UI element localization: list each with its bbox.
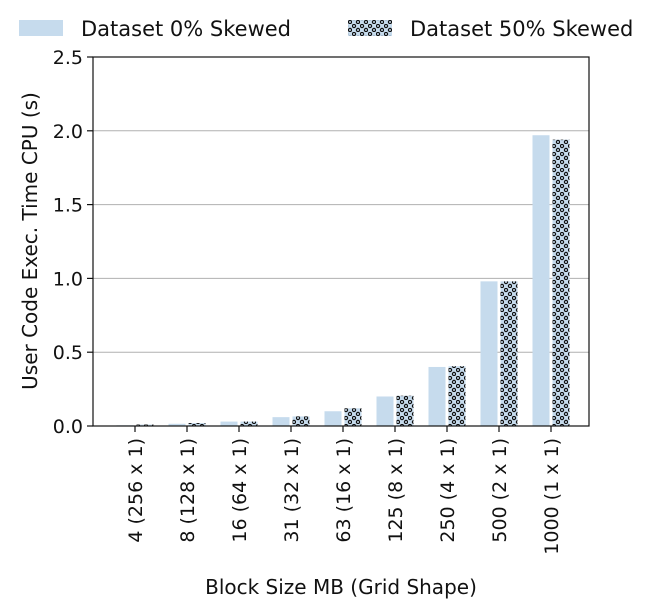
- y-axis-title: User Code Exec. Time CPU (s): [18, 92, 42, 390]
- y-tick-label: 0.0: [53, 416, 83, 438]
- bar-series-1-3: [292, 416, 310, 426]
- legend-label-series-1: Dataset 50% Skewed: [410, 17, 633, 41]
- y-tick-label: 1.0: [53, 268, 83, 290]
- legend-swatch-series-1: [348, 20, 392, 36]
- x-tick-label: 250 (4 x 1): [437, 438, 459, 543]
- bar-series-1-2: [240, 421, 258, 426]
- x-tick-label: 500 (2 x 1): [489, 438, 511, 543]
- x-tick-label: 4 (256 x 1): [125, 438, 147, 543]
- y-tick-label: 2.0: [53, 121, 83, 143]
- bar-series-0-4: [324, 411, 342, 426]
- legend-swatch-series-0: [19, 20, 63, 36]
- y-axis-ticks: 0.0 0.5 1.0 1.5 2.0 2.5: [53, 47, 93, 438]
- bar-series-0-6: [428, 366, 446, 426]
- y-tick-label: 2.5: [53, 47, 83, 69]
- bars: [116, 135, 570, 427]
- bar-series-1-5: [396, 395, 414, 426]
- bar-series-1-7: [500, 281, 518, 426]
- x-tick-label: 1000 (1 x 1): [541, 438, 563, 555]
- x-axis-ticks: 4 (256 x 1) 8 (128 x 1) 16 (64 x 1) 31 (32 …: [125, 426, 563, 555]
- bar-series-0-3: [272, 417, 290, 426]
- bar-series-0-7: [480, 281, 498, 426]
- bar-series-0-2: [220, 421, 238, 426]
- legend: Dataset 0% Skewed Dataset 50% Skewed: [19, 17, 633, 41]
- x-tick-label: 16 (64 x 1): [229, 438, 251, 543]
- bar-series-0-1: [168, 423, 186, 426]
- bar-series-1-1: [188, 423, 206, 426]
- x-tick-label: 8 (128 x 1): [177, 438, 199, 543]
- x-axis-title: Block Size MB (Grid Shape): [205, 575, 477, 599]
- x-tick-label: 31 (32 x 1): [281, 438, 303, 543]
- plot-frame: [92, 56, 590, 427]
- bar-series-1-0: [136, 424, 154, 426]
- y-tick-label: 1.5: [53, 195, 83, 217]
- x-tick-label: 125 (8 x 1): [385, 438, 407, 543]
- bar-series-1-4: [344, 408, 362, 426]
- bar-series-1-6: [448, 366, 466, 426]
- y-tick-label: 0.5: [53, 342, 83, 364]
- legend-label-series-0: Dataset 0% Skewed: [81, 17, 291, 41]
- bar-series-1-8: [552, 139, 570, 426]
- x-tick-label: 63 (16 x 1): [333, 438, 355, 543]
- bar-series-0-8: [532, 135, 550, 426]
- bar-series-0-5: [376, 396, 394, 426]
